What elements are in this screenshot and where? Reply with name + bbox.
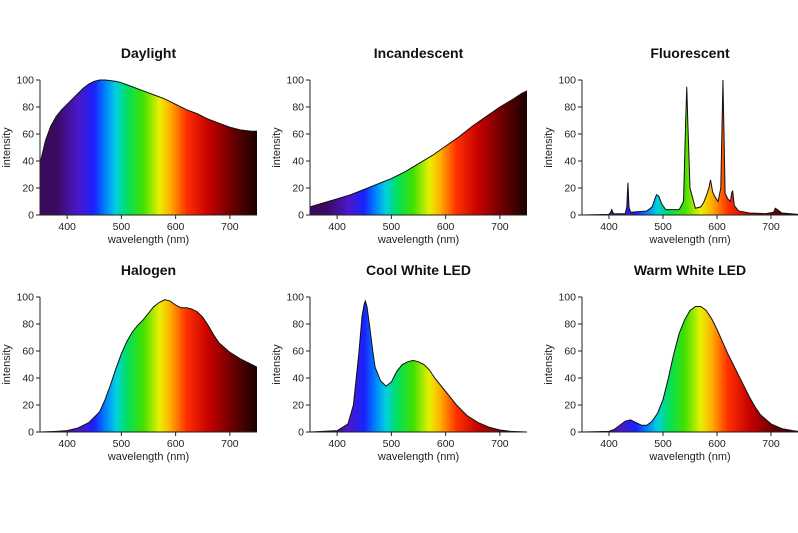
panel-4-x-axis-label: wavelength (nm)	[107, 451, 189, 463]
panel-6-x-tick-label: 500	[654, 438, 672, 450]
panel-3: Fluorescent 0 20 40 60 80 100 400 500 600 700 wavel…	[543, 45, 798, 246]
panel-6-y-axis-label: intensity	[543, 344, 555, 385]
panel-3-y-tick-label: 20	[564, 183, 576, 195]
panel-6-y-tick-label: 80	[564, 319, 576, 331]
panel-6-x-tick-label: 400	[600, 438, 618, 450]
panel-2-y-tick-label: 60	[292, 129, 304, 141]
panel-5-y-axis-label: intensity	[271, 344, 283, 385]
panel-3-x-axis-label: wavelength (nm)	[648, 234, 730, 246]
panel-5-y-tick-label: 100	[286, 292, 304, 304]
panel-2-y-tick-label: 80	[292, 102, 304, 114]
panel-1-x-axis-label: wavelength (nm)	[107, 234, 189, 246]
panel-4-title: Halogen	[121, 262, 176, 278]
panel-4: Halogen 0 20 40 60 80 100 400 500 600 700 wavelengt…	[1, 262, 258, 463]
panel-2-x-tick-label: 500	[383, 221, 401, 233]
panel-5-y-tick-label: 40	[292, 373, 304, 385]
panel-2-x-tick-label: 600	[437, 221, 455, 233]
panel-5-y-tick-label: 60	[292, 346, 304, 358]
panel-1-x-tick-label: 400	[58, 221, 76, 233]
panel-3-y-axis-label: intensity	[543, 127, 555, 168]
panel-6-y-tick-label: 40	[564, 373, 576, 385]
panel-4-y-tick-label: 80	[22, 319, 34, 331]
panel-4-y-tick-label: 20	[22, 400, 34, 412]
panel-1-x-tick-label: 600	[167, 221, 185, 233]
panel-4-spectrum-area	[40, 299, 257, 432]
panel-3-x-tick-label: 700	[762, 221, 780, 233]
panel-6: Warm White LED 0 20 40 60 80 100 400 500 600 700 wa…	[543, 262, 798, 463]
panel-3-y-tick-label: 0	[570, 210, 576, 222]
panel-2-spectrum-line	[309, 90, 528, 208]
panel-4-x-tick-label: 700	[221, 438, 239, 450]
panel-1-y-tick-label: 20	[22, 183, 34, 195]
panel-5-y-tick-label: 20	[292, 400, 304, 412]
panel-4-x-tick-label: 600	[167, 438, 185, 450]
panel-2-spectrum-area	[310, 90, 527, 215]
panel-2-title: Incandescent	[374, 45, 464, 61]
panel-2-y-tick-label: 20	[292, 183, 304, 195]
panel-1-y-tick-label: 60	[22, 129, 34, 141]
panel-1-spectrum-line	[39, 79, 257, 164]
panel-4-y-axis-label: intensity	[1, 344, 13, 385]
panel-2-y-tick-label: 100	[286, 75, 304, 87]
panel-3-x-tick-label: 500	[654, 221, 672, 233]
panel-1-x-tick-label: 700	[221, 221, 239, 233]
panel-6-spectrum-area	[582, 306, 798, 432]
panel-6-title: Warm White LED	[634, 262, 746, 278]
panel-4-y-tick-label: 100	[16, 292, 34, 304]
panel-1-spectrum-area	[40, 80, 257, 215]
panel-2-y-tick-label: 40	[292, 156, 304, 168]
panel-5-y-tick-label: 80	[292, 319, 304, 331]
panel-5-spectrum-area	[310, 301, 527, 432]
panel-1-y-axis-label: intensity	[1, 127, 13, 168]
panel-5: Cool White LED 0 20 40 60 80 100 400 500 600 700 wa…	[271, 262, 528, 463]
panel-4-spectrum-line	[39, 299, 258, 433]
panel-3-y-tick-label: 40	[564, 156, 576, 168]
panel-3-title: Fluorescent	[650, 45, 730, 61]
panel-1-y-tick-label: 80	[22, 102, 34, 114]
panel-1: Daylight 0 20 40 60 80 100 400 500 600 700 waveleng…	[1, 45, 257, 246]
panel-4-y-tick-label: 0	[28, 427, 34, 439]
panel-3-y-tick-label: 80	[564, 102, 576, 114]
panel-6-y-tick-label: 60	[564, 346, 576, 358]
panel-6-y-tick-label: 20	[564, 400, 576, 412]
panel-5-title: Cool White LED	[366, 262, 471, 278]
panel-6-y-tick-label: 0	[570, 427, 576, 439]
panel-3-x-tick-label: 600	[708, 221, 726, 233]
panel-2-y-axis-label: intensity	[271, 127, 283, 168]
panel-4-y-tick-label: 60	[22, 346, 34, 358]
panel-2-x-tick-label: 700	[491, 221, 509, 233]
panel-3-y-tick-label: 100	[558, 75, 576, 87]
panel-3-spectrum-area	[582, 80, 798, 215]
panel-1-title: Daylight	[121, 45, 177, 61]
panel-1-y-tick-label: 40	[22, 156, 34, 168]
panel-5-x-tick-label: 500	[383, 438, 401, 450]
panel-6-x-tick-label: 700	[762, 438, 780, 450]
panel-3-y-tick-label: 60	[564, 129, 576, 141]
panel-5-x-axis-label: wavelength (nm)	[377, 451, 459, 463]
panel-4-x-tick-label: 400	[58, 438, 76, 450]
panel-6-x-tick-label: 600	[708, 438, 726, 450]
panel-6-y-tick-label: 100	[558, 292, 576, 304]
panel-2-x-axis-label: wavelength (nm)	[377, 234, 459, 246]
panel-6-spectrum-line	[581, 305, 798, 433]
panel-5-x-tick-label: 700	[491, 438, 509, 450]
panel-2: Incandescent 0 20 40 60 80 100 400 500 600 700 wave…	[271, 45, 528, 246]
panel-5-x-tick-label: 400	[328, 438, 346, 450]
panel-1-y-tick-label: 100	[16, 75, 34, 87]
panel-4-y-tick-label: 40	[22, 373, 34, 385]
panel-6-x-axis-label: wavelength (nm)	[648, 451, 730, 463]
panel-1-y-tick-label: 0	[28, 210, 34, 222]
panel-4-x-tick-label: 500	[113, 438, 131, 450]
panel-3-spectrum-line	[581, 79, 798, 216]
panel-2-y-tick-label: 0	[298, 210, 304, 222]
panel-1-x-tick-label: 500	[113, 221, 131, 233]
panel-2-x-tick-label: 400	[328, 221, 346, 233]
panel-5-spectrum-line	[309, 299, 528, 433]
panel-3-x-tick-label: 400	[600, 221, 618, 233]
panel-5-x-tick-label: 600	[437, 438, 455, 450]
panel-5-y-tick-label: 0	[298, 427, 304, 439]
